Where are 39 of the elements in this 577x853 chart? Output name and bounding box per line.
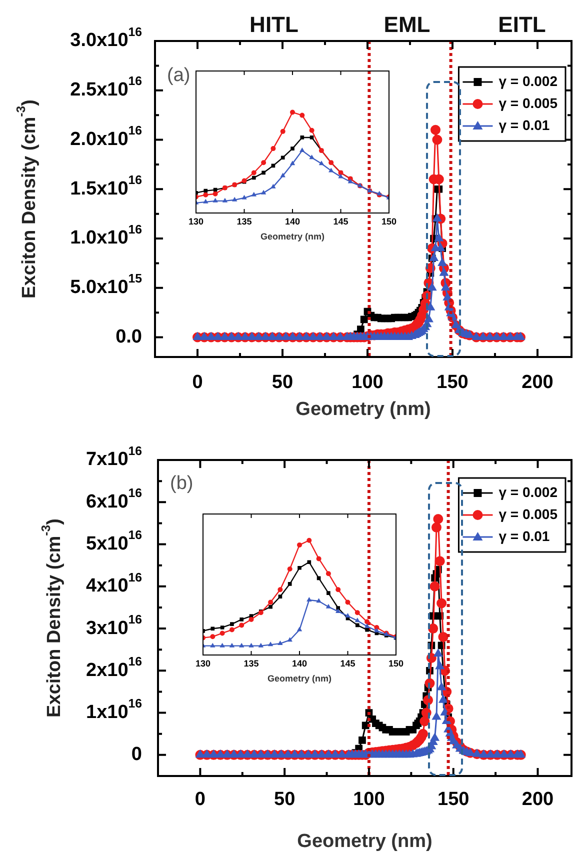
- y-axis-title: Exciton Density (cm-3): [38, 518, 66, 718]
- x-tick-label: 140: [284, 216, 300, 226]
- x-tick-label: 150: [438, 789, 470, 810]
- text: EML: [384, 12, 430, 38]
- x-tick-label: 130: [188, 216, 204, 226]
- text: EITL: [498, 12, 546, 38]
- x-tick-label: 140: [292, 658, 308, 668]
- legend-label: γ = 0.005: [498, 506, 558, 522]
- legend-label: γ = 0.005: [498, 94, 558, 111]
- x-tick-label: 100: [353, 789, 385, 810]
- x-tick-label: 150: [388, 658, 404, 668]
- x-tick-label: 50: [272, 372, 294, 394]
- x-tick-label: 150: [381, 216, 397, 226]
- legend-label: γ = 0.002: [498, 484, 558, 500]
- x-tick-label: 145: [333, 216, 348, 226]
- x-tick-label: 135: [244, 658, 259, 668]
- x-tick-label: 150: [436, 372, 468, 394]
- x-axis-title: Geometry (nm): [267, 673, 332, 684]
- x-axis-title: Geometry (nm): [260, 231, 325, 242]
- y-tick-label: 0.0: [116, 326, 142, 348]
- y-tick-label: 0: [131, 744, 142, 766]
- x-tick-label: 100: [352, 372, 384, 394]
- text: HITL: [250, 12, 298, 38]
- x-tick-label: 145: [340, 658, 356, 668]
- x-tick-label: 130: [195, 658, 211, 668]
- annotation: (b): [170, 473, 194, 494]
- x-tick-label: 50: [274, 789, 296, 810]
- x-axis-title: Geometry (nm): [297, 831, 432, 852]
- x-tick-label: 0: [192, 372, 203, 394]
- x-tick-label: 200: [522, 372, 554, 394]
- x-tick-label: 200: [522, 789, 554, 810]
- x-tick-label: 0: [194, 789, 206, 810]
- legend-label: γ = 0.01: [498, 116, 550, 133]
- legend-label: γ = 0.002: [498, 72, 558, 89]
- annotation: (a): [167, 65, 190, 86]
- x-tick-label: 135: [236, 216, 252, 226]
- y-axis-title: Exciton Density (cm-3): [14, 100, 40, 298]
- legend-label: γ = 0.01: [498, 528, 550, 544]
- x-axis-title: Geometry (nm): [296, 399, 431, 420]
